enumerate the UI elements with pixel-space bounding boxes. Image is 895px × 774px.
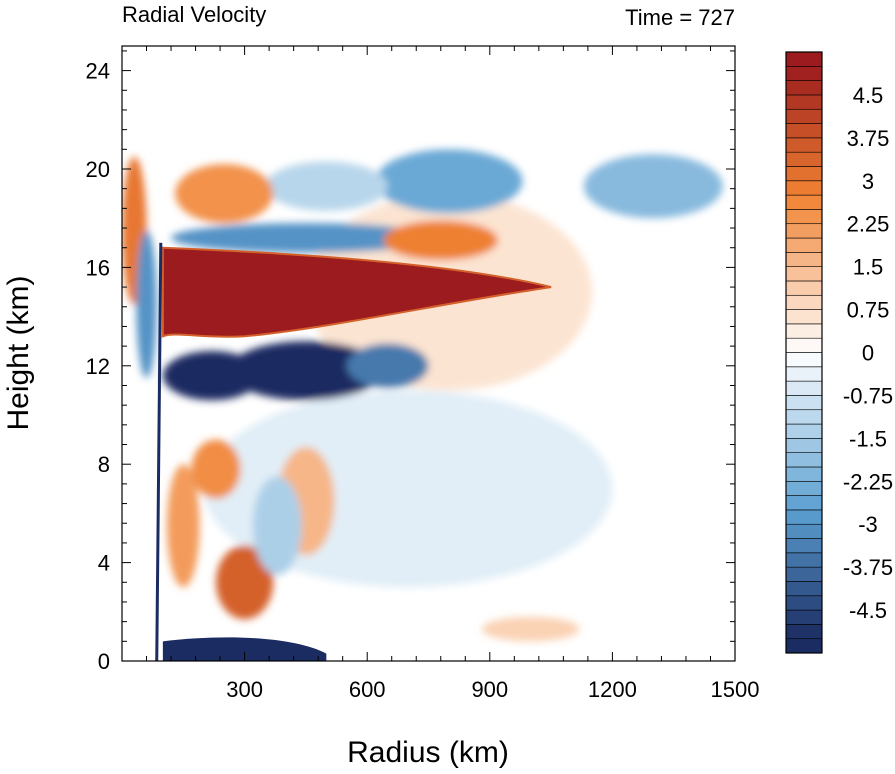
y-tick-label: 12 — [86, 354, 110, 379]
y-tick-label: 24 — [86, 59, 110, 84]
colorbar-swatch — [785, 523, 823, 539]
surface-inflow-layer — [162, 637, 327, 661]
colorbar-swatch — [785, 123, 823, 139]
upper-outflow-streak — [175, 164, 274, 224]
colorbar-swatch — [785, 223, 823, 239]
colorbar-swatch — [785, 352, 823, 368]
colorbar-label: 3 — [862, 169, 874, 194]
colorbar-swatch — [785, 108, 823, 124]
colorbar-swatch — [785, 638, 823, 654]
colorbar-label: -3 — [858, 512, 878, 537]
mid-inflow-band-a — [228, 341, 384, 401]
colorbar — [785, 51, 823, 654]
upper-outflow-jet — [161, 246, 552, 338]
colorbar-swatch — [785, 80, 823, 96]
colorbar-swatch — [785, 294, 823, 310]
chart-title: Radial Velocity — [122, 2, 266, 27]
x-tick-label: 900 — [471, 677, 508, 702]
colorbar-swatch — [785, 509, 823, 525]
y-axis-ticks: 0 4 8 12 16 20 24 — [86, 50, 735, 674]
colorbar-swatch — [785, 280, 823, 296]
colorbar-swatch — [785, 395, 823, 411]
colorbar-swatch — [785, 423, 823, 439]
colorbar-swatch — [785, 438, 823, 453]
colorbar-swatch — [785, 166, 823, 182]
velocity-field — [122, 149, 723, 661]
upper-outflow-patch — [383, 220, 498, 261]
x-tick-label: 1200 — [588, 677, 637, 702]
colorbar-swatch — [785, 380, 823, 396]
y-tick-label: 0 — [98, 649, 110, 674]
x-tick-label: 300 — [226, 677, 263, 702]
x-tick-label: 600 — [349, 677, 386, 702]
colorbar-swatch — [785, 137, 823, 153]
colorbar-swatch — [785, 624, 823, 639]
colorbar-swatch — [785, 323, 823, 339]
x-axis-label: Radius (km) — [347, 736, 509, 769]
colorbar-swatch — [785, 466, 823, 482]
colorbar-swatch — [785, 595, 823, 611]
y-tick-label: 16 — [86, 255, 110, 280]
lower-inflow-patch — [252, 476, 302, 575]
colorbar-swatch — [785, 180, 823, 196]
colorbar-label: -2.25 — [843, 469, 893, 494]
colorbar-label: -0.75 — [843, 383, 893, 408]
colorbar-swatch — [785, 452, 823, 468]
colorbar-label: -1.5 — [849, 426, 887, 451]
colorbar-swatch — [785, 552, 823, 568]
colorbar-swatch — [785, 480, 823, 496]
high-inflow-cloud-c — [265, 161, 388, 211]
colorbar-label: 0.75 — [847, 298, 890, 323]
colorbar-swatch — [785, 94, 823, 110]
high-inflow-cloud-a — [375, 149, 523, 214]
time-label: Time = 727 — [625, 5, 735, 30]
mid-inflow-band-c — [346, 343, 429, 388]
colorbar-swatch — [785, 495, 823, 511]
lower-outflow-patch-d — [166, 464, 200, 588]
plot-frame — [121, 45, 736, 662]
upper-inflow-band — [171, 223, 441, 253]
colorbar-swatch — [785, 252, 823, 267]
high-inflow-cloud-b — [583, 154, 723, 219]
y-tick-label: 4 — [98, 551, 110, 576]
colorbar-label: 0 — [862, 341, 874, 366]
colorbar-label: 4.5 — [853, 83, 884, 108]
x-tick-label: 1500 — [711, 677, 760, 702]
colorbar-label: 3.75 — [847, 126, 890, 151]
colorbar-label: 2.25 — [847, 212, 890, 237]
lower-outflow-patch-a — [215, 545, 274, 620]
colorbar-swatch — [785, 337, 823, 353]
eyewall-line — [155, 242, 163, 661]
y-tick-label: 8 — [98, 452, 110, 477]
colorbar-swatch — [785, 51, 823, 67]
colorbar-label: 1.5 — [853, 255, 884, 280]
colorbar-swatch — [785, 581, 823, 597]
colorbar-swatch — [785, 266, 823, 282]
near-surface-outflow — [481, 616, 580, 642]
lower-outflow-patch-b — [191, 439, 241, 499]
colorbar-label: -3.75 — [843, 555, 893, 580]
colorbar-swatch — [785, 366, 823, 382]
mid-inflow-band-b — [162, 351, 261, 401]
colorbar-swatch — [785, 538, 823, 554]
y-axis-label: Height (km) — [2, 275, 35, 430]
x-axis-ticks: 300 600 900 1200 1500 — [146, 46, 760, 702]
colorbar-swatch — [785, 609, 823, 625]
colorbar-swatch — [785, 566, 823, 582]
inner-core-inflow — [136, 230, 157, 379]
colorbar-labels: -4.5 -3.75 -3 -2.25 -1.5 -0.75 0 0.75 1.5 2.25 3 3.… — [843, 83, 893, 623]
colorbar-swatch — [785, 66, 823, 81]
colorbar-swatch — [785, 194, 823, 210]
colorbar-swatch — [785, 237, 823, 253]
colorbar-label: -4.5 — [849, 598, 887, 623]
colorbar-swatch — [785, 151, 823, 167]
colorbar-frame — [785, 51, 823, 654]
colorbar-swatch — [785, 209, 823, 225]
colorbar-swatch — [785, 309, 823, 325]
colorbar-swatch — [785, 409, 823, 425]
y-tick-label: 20 — [86, 157, 110, 182]
